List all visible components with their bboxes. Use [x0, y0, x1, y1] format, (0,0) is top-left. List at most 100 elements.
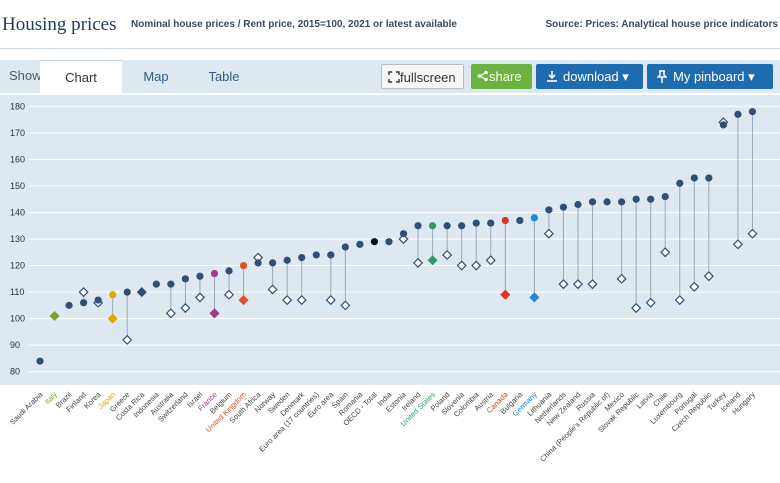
- y-tick-label: 120: [10, 261, 25, 271]
- rent-marker: [296, 295, 307, 306]
- y-tick-label: 130: [10, 234, 25, 244]
- nominal-marker: [632, 195, 640, 203]
- rent-marker: [78, 287, 89, 298]
- nominal-marker: [501, 216, 509, 225]
- nominal-marker: [734, 110, 742, 118]
- nominal-marker: [574, 200, 582, 209]
- nominal-marker: [239, 261, 248, 270]
- nominal-marker: [530, 214, 538, 222]
- nominal-marker: [370, 238, 379, 246]
- tab-table[interactable]: Table: [208, 69, 240, 84]
- rent-marker: [442, 249, 453, 260]
- nominal-marker: [428, 222, 437, 230]
- tab-chart[interactable]: Chart: [40, 60, 122, 94]
- nominal-marker: [341, 243, 349, 251]
- rent-marker: [456, 260, 467, 271]
- rent-marker: [703, 271, 714, 282]
- nominal-marker: [327, 251, 335, 259]
- nominal-marker: [487, 219, 495, 227]
- nominal-marker: [443, 222, 451, 230]
- nominal-marker: [399, 230, 408, 238]
- y-tick-label: 160: [10, 154, 25, 164]
- nominal-marker: [690, 174, 698, 182]
- rent-marker: [558, 279, 569, 290]
- pinboard-button[interactable]: My pinboard ▾: [647, 64, 773, 89]
- chart-source[interactable]: Source: Prices: Analytical house price i…: [545, 19, 779, 30]
- header-divider: [0, 48, 780, 49]
- rent-marker: [616, 273, 627, 284]
- rent-marker: [645, 297, 656, 308]
- pinboard-label: My pinboard ▾: [673, 69, 755, 84]
- rent-marker: [398, 233, 409, 245]
- rent-marker: [471, 260, 482, 271]
- rent-marker: [122, 334, 133, 345]
- y-tick-label: 90: [10, 340, 20, 350]
- download-label: download ▾: [563, 69, 629, 84]
- share-label: share: [489, 69, 522, 84]
- rent-marker: [674, 295, 685, 306]
- chart-subtitle: Nominal house prices / Rent price, 2015=…: [131, 19, 457, 30]
- download-icon: [547, 71, 557, 82]
- nominal-marker: [719, 121, 727, 129]
- nominal-marker: [80, 299, 88, 307]
- nominal-marker: [138, 288, 146, 296]
- nominal-marker: [414, 222, 422, 230]
- show-label: Show:: [9, 68, 46, 83]
- rent-marker: [238, 295, 249, 306]
- nominal-marker: [167, 280, 175, 288]
- nominal-marker: [181, 275, 189, 283]
- chart-title: Housing prices: [2, 14, 117, 35]
- pin-icon: [656, 70, 668, 83]
- rent-marker: [427, 255, 438, 266]
- rent-marker: [732, 239, 743, 250]
- nominal-marker: [152, 280, 160, 288]
- rent-marker: [689, 281, 700, 292]
- y-tick-label: 80: [10, 367, 20, 377]
- rent-marker: [485, 255, 496, 266]
- rent-marker: [529, 292, 540, 303]
- fullscreen-button[interactable]: fullscreen: [381, 64, 464, 89]
- fullscreen-icon: [388, 71, 400, 83]
- tab-map[interactable]: Map: [143, 69, 169, 84]
- rent-marker: [587, 279, 598, 290]
- rent-marker: [165, 308, 176, 319]
- chart: 80 90 100 110 120 130 140 150 160 170 180 Saudi Ara…: [0, 95, 780, 463]
- nominal-marker: [225, 267, 233, 275]
- y-tick-label: 110: [10, 287, 24, 297]
- download-button[interactable]: download ▾: [536, 64, 643, 89]
- nominal-marker: [618, 198, 626, 206]
- nominal-marker: [705, 174, 713, 182]
- nominal-marker: [36, 357, 44, 365]
- rent-marker: [543, 228, 554, 239]
- share-icon: [477, 70, 488, 82]
- nominal-marker: [312, 251, 320, 259]
- nominal-marker: [210, 269, 219, 278]
- rent-marker: [631, 302, 642, 314]
- nominal-marker: [603, 198, 611, 206]
- nominal-marker: [298, 253, 306, 262]
- rent-marker: [572, 279, 584, 290]
- nominal-marker: [661, 192, 669, 201]
- nominal-marker: [385, 238, 393, 246]
- nominal-marker: [545, 206, 553, 214]
- y-tick-label: 150: [10, 181, 25, 191]
- nominal-marker: [94, 296, 102, 304]
- nominal-marker: [458, 222, 466, 230]
- rent-marker: [223, 289, 235, 300]
- rent-marker: [500, 289, 511, 300]
- nominal-marker: [283, 256, 291, 264]
- share-button[interactable]: share: [471, 64, 532, 89]
- nominal-marker: [472, 219, 480, 227]
- y-tick-label: 180: [10, 101, 25, 111]
- nominal-marker: [516, 216, 524, 225]
- y-tick-label: 170: [10, 128, 25, 138]
- nominal-marker: [50, 312, 59, 320]
- rent-marker: [660, 247, 671, 258]
- nominal-marker: [269, 259, 277, 267]
- nominal-marker: [254, 259, 262, 267]
- nominal-marker: [748, 108, 757, 116]
- nominal-marker: [123, 288, 131, 296]
- nominal-marker: [109, 291, 117, 299]
- nominal-marker: [588, 198, 597, 206]
- rent-marker: [747, 228, 758, 239]
